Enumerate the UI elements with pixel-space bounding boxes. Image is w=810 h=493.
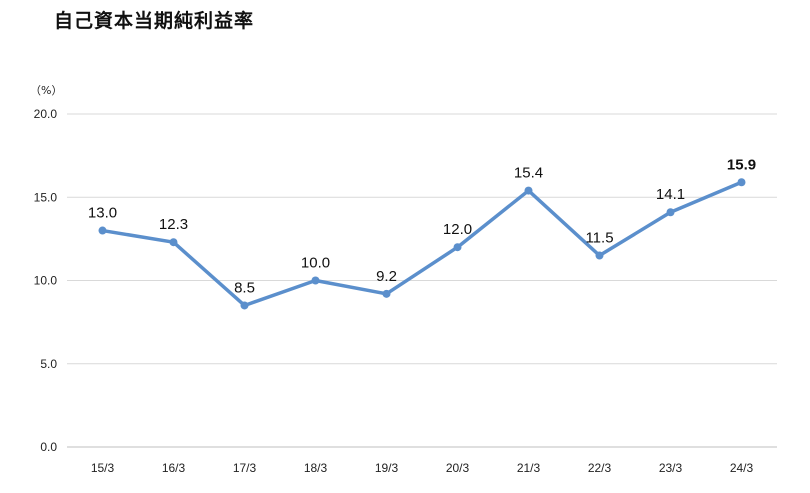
data-label: 11.5: [585, 230, 613, 247]
x-tick-label: 15/3: [91, 461, 115, 475]
data-point: [453, 243, 462, 252]
x-tick-label: 17/3: [233, 461, 257, 475]
data-label: 9.2: [376, 268, 397, 285]
data-label: 15.9: [727, 156, 756, 173]
y-axis-unit-label: （%）: [30, 84, 62, 97]
data-label: 12.3: [159, 216, 188, 233]
data-point: [737, 178, 746, 187]
y-tick-label: 15.0: [34, 190, 58, 204]
gridlines: [67, 113, 777, 448]
data-point: [666, 208, 675, 217]
y-tick-label: 0.0: [40, 440, 57, 454]
series-line: [100, 180, 744, 308]
data-point: [98, 226, 107, 235]
x-tick-label: 24/3: [730, 461, 754, 475]
chart-title: 自己資本当期純利益率: [54, 10, 255, 32]
x-tick-label: 22/3: [588, 461, 612, 475]
data-point: [382, 289, 391, 298]
data-label: 13.0: [88, 205, 117, 222]
data-label: 14.1: [656, 186, 685, 203]
series: [98, 178, 746, 310]
x-tick-label: 18/3: [304, 461, 328, 475]
x-tick-label: 21/3: [517, 461, 541, 475]
data-point: [169, 238, 178, 247]
data-point: [311, 276, 320, 285]
x-tick-label: 16/3: [162, 461, 186, 475]
x-axis-ticks: 15/3 16/3 17/3 18/3 19/3 20/3 21/3 22/3 23/3 24/3: [91, 461, 754, 475]
data-point: [524, 186, 533, 195]
data-label: 10.0: [301, 255, 330, 272]
data-label: 8.5: [234, 279, 255, 296]
y-tick-label: 10.0: [34, 274, 58, 288]
x-tick-label: 19/3: [375, 461, 399, 475]
data-label: 15.4: [514, 165, 543, 182]
y-axis-ticks: 0.0 5.0 10.0 15.0 20.0: [34, 107, 58, 454]
data-labels: 13.0 12.3 8.5 10.0 9.2 12.0 15.4 11.5 14.1 15.9: [88, 156, 756, 296]
data-point: [595, 251, 604, 260]
y-tick-label: 20.0: [34, 107, 58, 121]
y-tick-label: 5.0: [40, 357, 57, 371]
x-tick-label: 20/3: [446, 461, 470, 475]
data-point: [240, 301, 249, 310]
x-tick-label: 23/3: [659, 461, 683, 475]
data-label: 12.0: [443, 221, 472, 238]
